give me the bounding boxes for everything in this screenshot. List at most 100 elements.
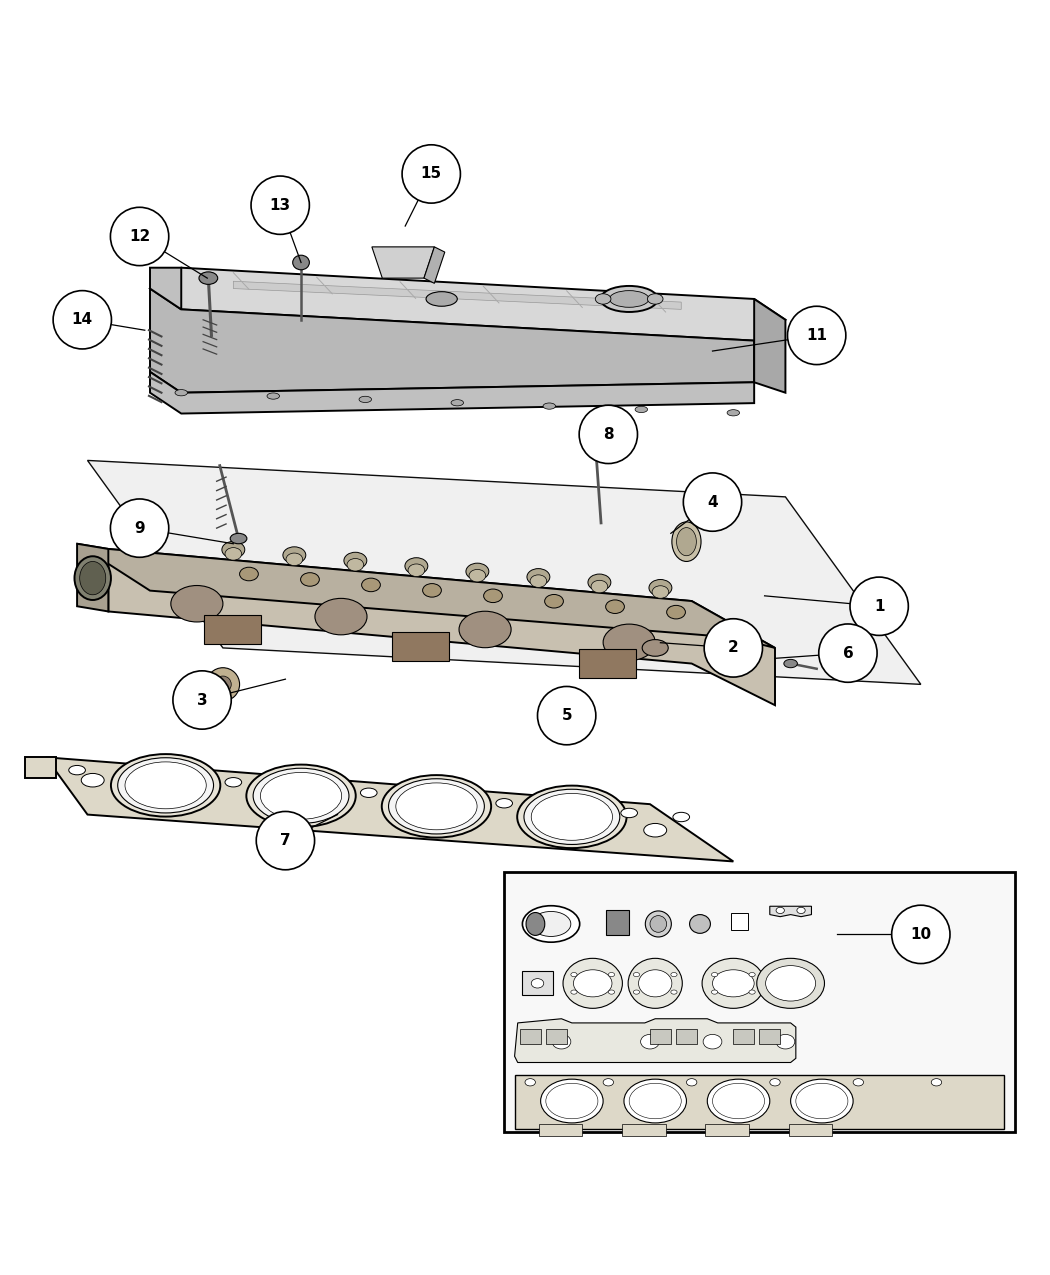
Ellipse shape — [765, 965, 816, 1001]
Text: 13: 13 — [270, 198, 291, 213]
Ellipse shape — [640, 1034, 659, 1049]
Ellipse shape — [571, 973, 578, 977]
Ellipse shape — [530, 575, 547, 588]
Bar — [520, 1029, 541, 1044]
Ellipse shape — [797, 908, 805, 914]
Circle shape — [110, 208, 169, 265]
Bar — [204, 616, 261, 644]
Ellipse shape — [628, 959, 682, 1009]
Bar — [522, 970, 553, 994]
Ellipse shape — [267, 393, 279, 399]
Ellipse shape — [525, 1079, 536, 1086]
Polygon shape — [770, 907, 812, 917]
Circle shape — [684, 473, 741, 532]
Ellipse shape — [621, 808, 637, 817]
Ellipse shape — [546, 1084, 597, 1118]
Ellipse shape — [749, 989, 755, 994]
Ellipse shape — [531, 912, 571, 936]
Ellipse shape — [452, 399, 463, 405]
Ellipse shape — [588, 574, 611, 590]
Ellipse shape — [650, 915, 667, 932]
Text: 14: 14 — [71, 312, 92, 328]
Ellipse shape — [81, 774, 104, 787]
Ellipse shape — [643, 640, 668, 657]
Ellipse shape — [225, 548, 242, 560]
Ellipse shape — [784, 659, 797, 668]
Polygon shape — [150, 288, 754, 393]
Ellipse shape — [286, 553, 302, 566]
Ellipse shape — [260, 773, 341, 820]
Ellipse shape — [171, 585, 223, 622]
Polygon shape — [25, 757, 57, 778]
Polygon shape — [46, 757, 733, 862]
Text: 6: 6 — [842, 645, 854, 660]
Polygon shape — [424, 247, 445, 283]
Bar — [606, 910, 629, 936]
Ellipse shape — [175, 390, 188, 395]
Circle shape — [705, 618, 762, 677]
Polygon shape — [233, 282, 681, 310]
Bar — [580, 649, 636, 678]
Ellipse shape — [230, 533, 247, 543]
Text: 8: 8 — [603, 427, 613, 442]
Circle shape — [538, 686, 595, 745]
Ellipse shape — [552, 1034, 571, 1049]
Circle shape — [214, 676, 231, 692]
Ellipse shape — [518, 785, 627, 848]
Polygon shape — [87, 460, 921, 685]
Ellipse shape — [690, 914, 711, 933]
Bar — [546, 1029, 567, 1044]
Ellipse shape — [601, 286, 657, 312]
Ellipse shape — [573, 970, 612, 997]
Ellipse shape — [687, 1079, 697, 1086]
Polygon shape — [514, 1019, 796, 1062]
Ellipse shape — [624, 1079, 687, 1123]
Ellipse shape — [282, 547, 306, 564]
Ellipse shape — [360, 788, 377, 797]
Ellipse shape — [118, 757, 213, 813]
Bar — [514, 1075, 1004, 1130]
Ellipse shape — [382, 775, 491, 838]
Ellipse shape — [466, 564, 489, 580]
Ellipse shape — [239, 567, 258, 581]
Ellipse shape — [346, 558, 363, 571]
Ellipse shape — [563, 959, 623, 1009]
Bar — [706, 1125, 749, 1136]
Ellipse shape — [649, 580, 672, 597]
Ellipse shape — [603, 623, 655, 660]
Ellipse shape — [770, 1079, 780, 1086]
Ellipse shape — [531, 793, 612, 840]
Bar — [539, 1125, 583, 1136]
Text: 7: 7 — [280, 833, 291, 848]
Ellipse shape — [388, 779, 484, 834]
Ellipse shape — [671, 989, 677, 994]
Text: 1: 1 — [874, 599, 884, 613]
Circle shape — [850, 578, 908, 635]
Ellipse shape — [344, 552, 366, 569]
Ellipse shape — [253, 769, 349, 824]
Ellipse shape — [609, 291, 649, 307]
Ellipse shape — [603, 1079, 613, 1086]
Ellipse shape — [75, 556, 111, 601]
Ellipse shape — [80, 561, 106, 595]
Ellipse shape — [361, 578, 380, 592]
Ellipse shape — [222, 542, 245, 558]
Ellipse shape — [526, 913, 545, 936]
Bar — [789, 1125, 833, 1136]
Ellipse shape — [638, 970, 672, 997]
Ellipse shape — [673, 812, 690, 821]
Circle shape — [402, 145, 460, 203]
Circle shape — [580, 405, 637, 464]
Polygon shape — [150, 268, 785, 340]
Ellipse shape — [459, 611, 511, 648]
Ellipse shape — [776, 908, 784, 914]
Ellipse shape — [749, 973, 755, 977]
Ellipse shape — [635, 407, 648, 413]
Circle shape — [54, 291, 111, 349]
Ellipse shape — [646, 910, 671, 937]
Bar — [650, 1029, 671, 1044]
Text: 12: 12 — [129, 230, 150, 244]
Ellipse shape — [727, 409, 739, 416]
Text: 5: 5 — [562, 708, 572, 723]
Ellipse shape — [713, 970, 754, 997]
